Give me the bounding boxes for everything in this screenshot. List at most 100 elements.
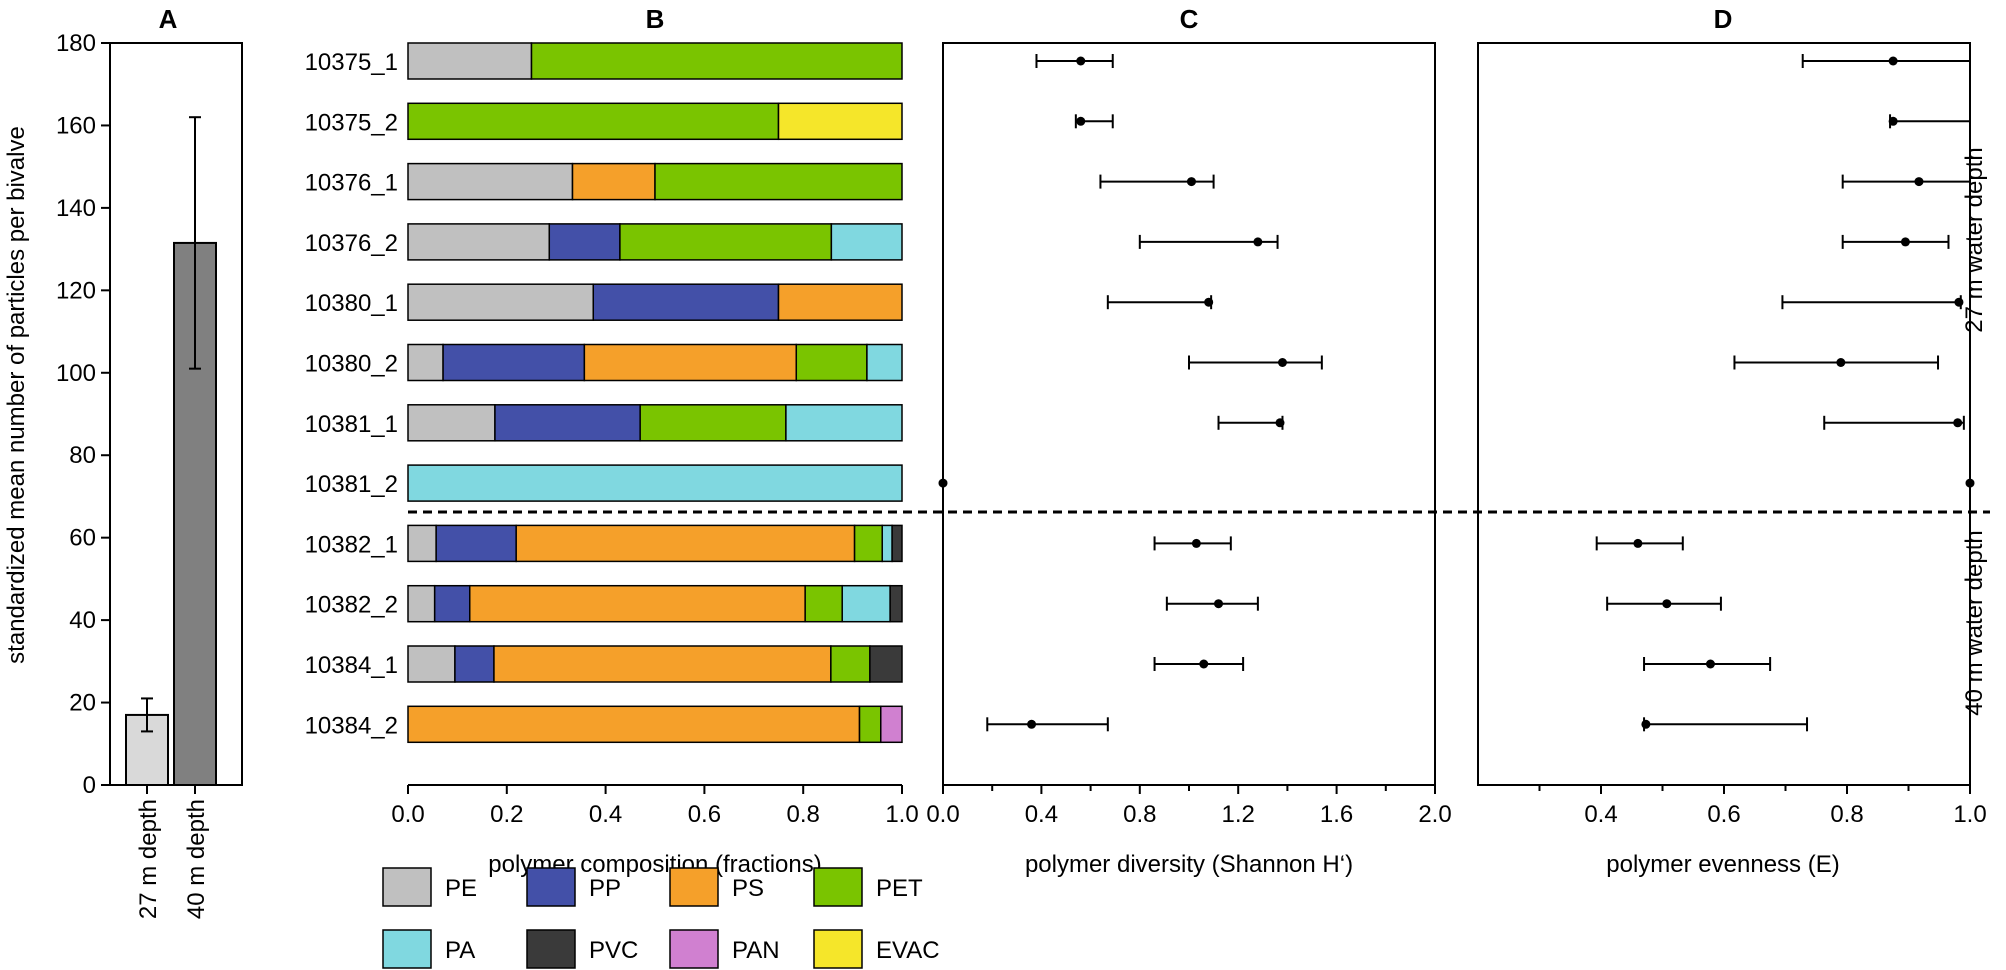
- data-point: [1633, 538, 1643, 548]
- x-tick-label: 1.2: [1222, 801, 1255, 828]
- x-tick-label: 0.8: [787, 801, 820, 828]
- legend-label-pa: PA: [445, 937, 475, 964]
- segment-ps: [493, 645, 832, 683]
- segment-pet: [530, 42, 903, 80]
- segment-pp: [435, 524, 517, 563]
- legend-swatch-ps: [669, 867, 719, 907]
- y-tick-label: 140: [56, 195, 96, 222]
- segment-ps: [407, 705, 861, 744]
- y-tick-label: 60: [69, 525, 96, 552]
- x-tick-label: 0.8: [1830, 801, 1863, 828]
- data-point: [938, 478, 948, 488]
- sample-label: 10382_2: [305, 592, 398, 619]
- legend-label-pan: PAN: [732, 937, 780, 964]
- segment-pa: [407, 464, 903, 502]
- segment-pp: [454, 645, 495, 683]
- legend-swatch-pe: [382, 867, 432, 907]
- legend-swatch-pp: [526, 867, 576, 907]
- segment-pe: [407, 524, 437, 563]
- sample-label: 10376_1: [305, 170, 398, 197]
- legend-swatch-pvc: [526, 929, 576, 969]
- segment-ps: [469, 584, 806, 623]
- segment-pet: [795, 343, 868, 382]
- segment-pe: [407, 42, 533, 80]
- segment-pa: [881, 524, 893, 563]
- segment-pe: [407, 283, 594, 321]
- panel-d: D polymer evenness (E) 0.4 0.6 0.8 1.0: [1477, 4, 1987, 878]
- segment-pe: [407, 645, 456, 683]
- y-tick-label: 40: [69, 607, 96, 634]
- panel-c: C polymer diversity (Shannon H‘) 0.0 0.4 0…: [926, 4, 1451, 878]
- panel-b: B polymer composition (fractions) 10375_…: [305, 4, 919, 878]
- segment-pan: [880, 705, 903, 744]
- segment-pe: [407, 584, 436, 623]
- segment-pe: [407, 162, 574, 201]
- segment-ps: [515, 524, 856, 563]
- panel-a: A standardized mean number of particles …: [3, 4, 243, 919]
- data-point: [1705, 659, 1715, 669]
- legend-swatch-pet: [813, 867, 863, 907]
- panel-b-title: B: [646, 4, 665, 34]
- segment-ps: [571, 162, 656, 201]
- data-point: [1027, 719, 1037, 729]
- y-tick-label: 80: [69, 442, 96, 469]
- x-tick-label: 0.0: [926, 801, 959, 828]
- segment-pvc: [891, 524, 903, 563]
- legend-label-pet: PET: [876, 875, 923, 902]
- segment-pet: [830, 645, 871, 683]
- y-tick-label: 120: [56, 277, 96, 304]
- data-point: [1888, 56, 1898, 66]
- y-tick-label: 180: [56, 30, 96, 57]
- data-point: [1076, 56, 1086, 66]
- x-tick-label: 1.6: [1320, 801, 1353, 828]
- legend-label-pp: PP: [589, 875, 621, 902]
- panel-c-title: C: [1180, 4, 1199, 34]
- x-tick-label: 0.4: [589, 801, 622, 828]
- data-point: [1641, 719, 1651, 729]
- segment-pp: [433, 584, 471, 623]
- y-tick-label: 20: [69, 690, 96, 717]
- x-tick-label: 0.6: [688, 801, 721, 828]
- segment-pp: [442, 343, 586, 382]
- y-tick-label: 160: [56, 112, 96, 139]
- legend-swatch-pa: [382, 929, 432, 969]
- legend-swatch-pan: [669, 929, 719, 969]
- legend-label-pe: PE: [445, 875, 477, 902]
- segment-pvc: [869, 645, 903, 683]
- data-point: [1662, 599, 1672, 609]
- panel-d-title: D: [1714, 4, 1733, 34]
- sample-label: 10381_1: [305, 411, 398, 438]
- data-point: [1965, 478, 1975, 488]
- x-tick-label: 1.0: [885, 801, 918, 828]
- depth-label-40m: 40 m water depth: [1961, 530, 1988, 715]
- segment-pet: [654, 162, 903, 201]
- segment-pe: [407, 343, 444, 382]
- segment-ps: [583, 343, 798, 382]
- data-point: [1199, 659, 1209, 669]
- data-point: [1214, 599, 1224, 609]
- data-point: [1186, 177, 1196, 187]
- x-tick-label: 2.0: [1418, 801, 1451, 828]
- data-point: [1191, 538, 1201, 548]
- data-point: [1277, 358, 1287, 367]
- segment-pvc: [889, 584, 903, 623]
- panel-c-xlabel: polymer diversity (Shannon H‘): [1025, 851, 1353, 878]
- segment-pa: [830, 223, 903, 261]
- data-point: [1836, 358, 1846, 367]
- sample-label: 10384_1: [305, 652, 398, 679]
- sample-label: 10376_2: [305, 230, 398, 257]
- data-point: [1900, 237, 1910, 247]
- legend-label-ps: PS: [732, 875, 764, 902]
- x-tick-label: 0.0: [391, 801, 424, 828]
- x-tick-label: 0.6: [1707, 801, 1740, 828]
- x-tick-label: 27 m depth: [135, 799, 162, 919]
- segment-pet: [858, 705, 882, 744]
- depth-label-27m: 27 m water depth: [1961, 147, 1988, 332]
- sample-label: 10384_2: [305, 712, 398, 739]
- x-tick-label: 0.4: [1025, 801, 1058, 828]
- data-point: [1253, 237, 1263, 247]
- segment-evac: [777, 102, 903, 141]
- data-point: [1076, 116, 1086, 126]
- y-tick-label: 0: [83, 772, 96, 799]
- segment-pa: [785, 404, 903, 442]
